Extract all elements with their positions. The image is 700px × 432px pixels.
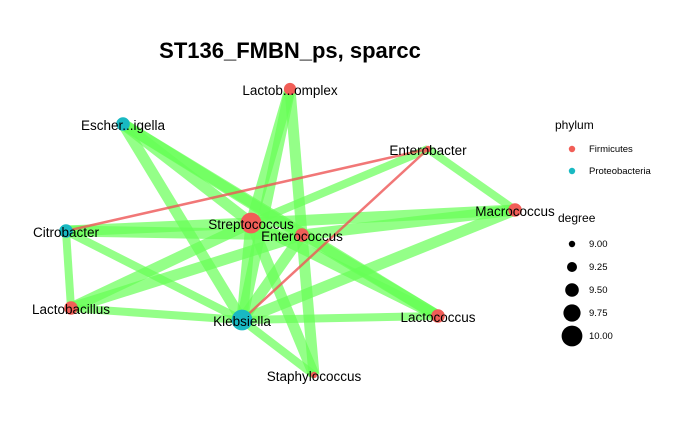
edge-enterococcus-lactococcus xyxy=(299,230,441,321)
edge-citrobacter-lactobacillus xyxy=(62,230,75,309)
node-label-lactococcus: Lactococcus xyxy=(400,310,475,325)
legend-degree-dot-9.75 xyxy=(563,304,581,322)
node-lactobacillus xyxy=(64,301,78,315)
edge-klebsiella-lactococcus xyxy=(241,312,439,324)
legend-phylum-title: phylum xyxy=(555,118,594,132)
node-lactococcus xyxy=(431,309,445,323)
edge-enterobacter-macrococcus xyxy=(425,145,518,214)
legend-degree-dot-10.00 xyxy=(561,325,583,347)
node-label-lactobacillus: Lactobacillus xyxy=(32,302,110,317)
edge-enterobacter-streptococcus xyxy=(249,145,430,227)
node-label-citrobacter: Citrobacter xyxy=(33,225,100,240)
node-label-streptococcus: Streptococcus xyxy=(208,217,294,232)
legend-degree: degree 9.00 9.25 9.50 9.75 10.00 xyxy=(558,211,613,347)
legend-degree-label-9.50: 9.50 xyxy=(589,285,608,296)
legend-phylum-dot-proteobacteria xyxy=(568,167,576,175)
legend-degree-label-10.00: 10.00 xyxy=(589,331,613,342)
chart-title: ST136_FMBN_ps, sparcc xyxy=(159,38,421,63)
node-enterococcus xyxy=(295,228,309,242)
edge-streptococcus-klebsiella xyxy=(236,222,257,321)
edge-enterococcus-staphylococcus xyxy=(296,234,320,376)
edges-layer xyxy=(62,87,518,379)
node-staphylococcus xyxy=(310,371,318,379)
node-enterobacter xyxy=(424,145,432,153)
node-label-macrococcus: Macrococcus xyxy=(475,204,555,219)
edge-klebsiella-staphylococcus xyxy=(239,316,317,379)
node-streptococcus xyxy=(240,212,262,234)
legend-degree-items: 9.00 9.25 9.50 9.75 10.00 xyxy=(561,239,613,347)
edge-enterococcus-klebsiella xyxy=(237,231,307,324)
edge-enterobacter-klebsiella xyxy=(241,148,429,321)
edge-enterococcus-lactobcomplex xyxy=(284,88,308,236)
node-label-enterococcus: Enterococcus xyxy=(261,229,343,244)
node-label-escherigella: Escher...igella xyxy=(81,118,166,133)
edge-lactobacillus-klebsiella xyxy=(70,304,243,324)
legend-degree-title: degree xyxy=(558,211,596,225)
nodes-layer xyxy=(59,82,522,379)
node-label-klebsiella: Klebsiella xyxy=(213,314,271,329)
legend-phylum-label-firmicutes: Firmicutes xyxy=(589,144,633,155)
edge-citrobacter-klebsiella xyxy=(64,227,244,324)
labels-layer: Lactob...omplex Escher...igella Enterobact… xyxy=(32,83,555,384)
node-klebsiella xyxy=(231,309,253,331)
legend-degree-dot-9.00 xyxy=(568,240,576,248)
legend-degree-dot-9.25 xyxy=(567,262,577,272)
legend-phylum: phylum Firmicutes Proteobacteria xyxy=(555,118,652,177)
legend-phylum-label-proteobacteria: Proteobacteria xyxy=(589,166,652,177)
node-label-lactobcomplex: Lactob...omplex xyxy=(242,83,338,98)
node-label-enterobacter: Enterobacter xyxy=(389,143,467,158)
edge-enterococcus-lactobacillus xyxy=(69,229,304,314)
node-escherigella xyxy=(116,117,130,131)
node-label-staphylococcus: Staphylococcus xyxy=(267,369,362,384)
legend-degree-label-9.75: 9.75 xyxy=(589,308,608,319)
legend-degree-label-9.00: 9.00 xyxy=(589,239,608,250)
node-macrococcus xyxy=(508,203,522,217)
node-lactobcomplex xyxy=(283,82,297,96)
legend-phylum-dot-firmicutes xyxy=(568,145,576,153)
edge-enterobacter-citrobacter xyxy=(65,147,429,233)
legend-degree-dot-9.50 xyxy=(565,283,579,297)
legend-degree-label-9.25: 9.25 xyxy=(589,262,608,273)
node-citrobacter xyxy=(59,224,73,238)
